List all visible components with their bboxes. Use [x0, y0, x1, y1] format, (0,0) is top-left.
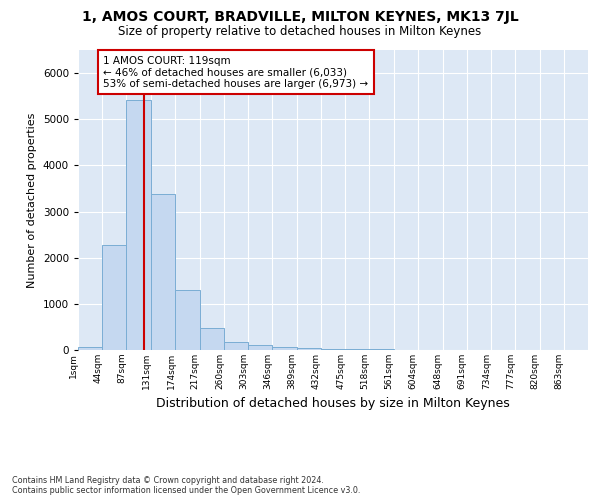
Text: Distribution of detached houses by size in Milton Keynes: Distribution of detached houses by size …: [156, 398, 510, 410]
Text: 1, AMOS COURT, BRADVILLE, MILTON KEYNES, MK13 7JL: 1, AMOS COURT, BRADVILLE, MILTON KEYNES,…: [82, 10, 518, 24]
Text: 1 AMOS COURT: 119sqm
← 46% of detached houses are smaller (6,033)
53% of semi-de: 1 AMOS COURT: 119sqm ← 46% of detached h…: [103, 56, 368, 88]
Bar: [78, 347, 102, 350]
Bar: [102, 245, 127, 350]
Bar: [224, 342, 248, 350]
Y-axis label: Number of detached properties: Number of detached properties: [27, 112, 37, 288]
Bar: [175, 290, 200, 350]
Bar: [200, 328, 224, 350]
Bar: [296, 348, 321, 350]
Bar: [151, 194, 175, 350]
Bar: [345, 349, 370, 350]
Bar: [272, 347, 296, 350]
Bar: [127, 100, 151, 350]
Bar: [321, 348, 345, 350]
Bar: [248, 346, 272, 350]
Text: Size of property relative to detached houses in Milton Keynes: Size of property relative to detached ho…: [118, 25, 482, 38]
Text: Contains HM Land Registry data © Crown copyright and database right 2024.
Contai: Contains HM Land Registry data © Crown c…: [12, 476, 361, 495]
